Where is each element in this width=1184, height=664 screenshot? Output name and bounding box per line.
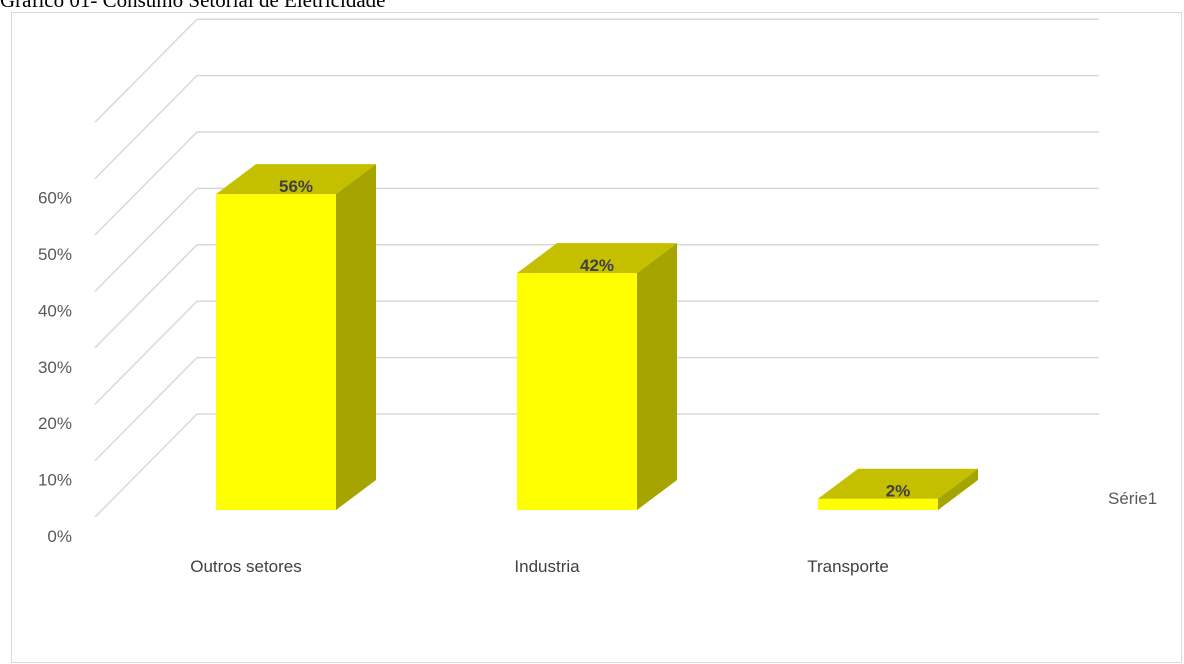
bar-3: 2% [818, 468, 978, 510]
bar-2: 42% [517, 243, 677, 510]
bar-1: 56% [216, 164, 376, 510]
gridline-6 [94, 74, 1099, 180]
y-tick-label: 50% [38, 245, 72, 264]
data-label: 56% [279, 177, 313, 196]
y-tick-label: 0% [47, 527, 72, 546]
legend-entry-serie1: Série1 [1108, 489, 1157, 508]
bar-top [216, 164, 376, 195]
bar-side [336, 164, 376, 510]
category-label: Transporte [807, 557, 889, 576]
category-label: Industria [514, 557, 580, 576]
y-axis-ticks: 0% 10% 20% 30% 40% 50% 60% [38, 189, 72, 546]
y-tick-label: 20% [38, 414, 72, 433]
bar-front [517, 273, 637, 510]
y-tick-label: 10% [38, 471, 72, 490]
gridline-3 [94, 244, 1099, 349]
gridline-7 [94, 18, 1099, 123]
bar-front [216, 194, 336, 510]
bar-side [637, 243, 677, 510]
gridline-4 [94, 187, 1099, 292]
figure-caption: Gráfico 01- Consumo Setorial de Eletrici… [0, 0, 386, 12]
y-tick-label: 30% [38, 358, 72, 377]
bar-top [517, 243, 677, 274]
data-label: 2% [886, 482, 911, 501]
gridline-2 [94, 300, 1099, 405]
x-axis-categories: Outros setores Industria Transporte [190, 557, 889, 576]
data-label: 42% [580, 256, 614, 275]
y-tick-label: 60% [38, 189, 72, 208]
bar-top [818, 468, 978, 499]
y-tick-label: 40% [38, 301, 72, 320]
gridline-1 [94, 356, 1099, 462]
gridline-5 [94, 131, 1099, 236]
bar-front [818, 498, 938, 510]
gridline-0 [94, 413, 1099, 518]
bars: 56% 42% 2% [216, 164, 978, 510]
gridlines [94, 18, 1099, 518]
category-label: Outros setores [190, 557, 302, 576]
bar-side [938, 468, 978, 510]
